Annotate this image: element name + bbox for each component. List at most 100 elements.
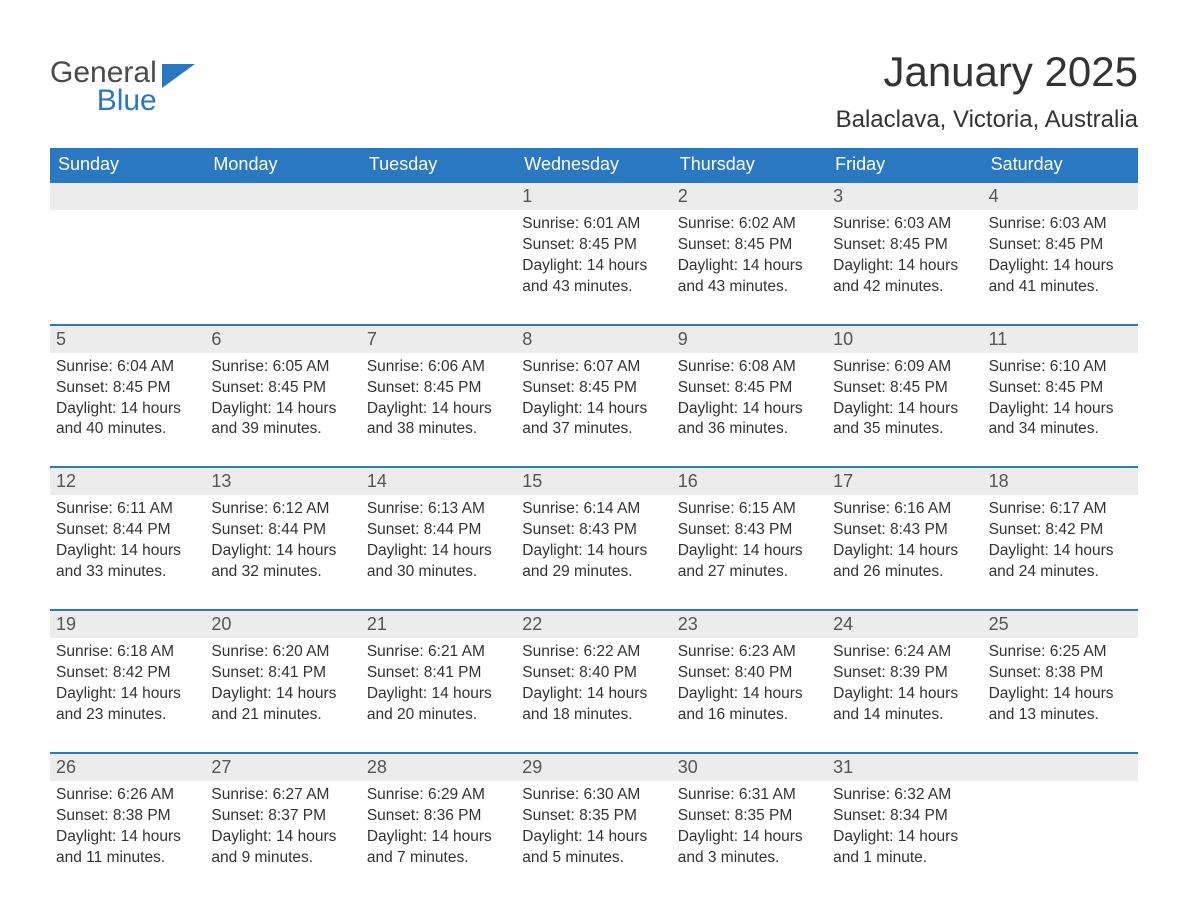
day-detail-line: and 1 minute. [833,848,976,869]
logo-text: General Blue [50,58,157,116]
day-detail-line: and 26 minutes. [833,562,976,583]
day-detail-line: and 41 minutes. [989,277,1132,298]
day-detail-line: and 33 minutes. [56,562,199,583]
day-detail-line: and 43 minutes. [678,277,821,298]
day-detail-line: and 27 minutes. [678,562,821,583]
day-detail-line: Sunset: 8:41 PM [367,663,510,684]
day-detail-line: Sunset: 8:35 PM [678,806,821,827]
day-detail-line: Sunrise: 6:14 AM [522,499,665,520]
day-detail-line: and 13 minutes. [989,705,1132,726]
day-detail-line: Sunrise: 6:04 AM [56,357,199,378]
day-detail-line: Daylight: 14 hours [989,684,1132,705]
day-detail-line: Sunset: 8:39 PM [833,663,976,684]
day-number: 21 [361,611,516,638]
day-cell: Sunrise: 6:27 AMSunset: 8:37 PMDaylight:… [205,781,360,895]
day-detail-line: Sunset: 8:41 PM [211,663,354,684]
day-detail-line: and 37 minutes. [522,419,665,440]
day-number: 18 [983,468,1138,495]
day-detail-line: Sunset: 8:38 PM [989,663,1132,684]
day-cell: Sunrise: 6:25 AMSunset: 8:38 PMDaylight:… [983,638,1138,752]
day-number [50,183,205,210]
day-detail-line: Sunrise: 6:27 AM [211,785,354,806]
day-number: 1 [516,183,671,210]
day-cell: Sunrise: 6:02 AMSunset: 8:45 PMDaylight:… [672,210,827,324]
day-detail-line: and 23 minutes. [56,705,199,726]
day-number: 28 [361,754,516,781]
day-detail-line: Sunrise: 6:16 AM [833,499,976,520]
day-number: 5 [50,326,205,353]
day-detail-line: Daylight: 14 hours [211,684,354,705]
day-detail-line: Sunset: 8:42 PM [989,520,1132,541]
day-detail-line: Daylight: 14 hours [522,827,665,848]
weekday-header: Monday [205,148,360,181]
week-row: 262728293031Sunrise: 6:26 AMSunset: 8:38… [50,752,1138,895]
day-number-row: 1234 [50,183,1138,210]
weekday-header: Wednesday [516,148,671,181]
day-detail-line: Daylight: 14 hours [833,256,976,277]
calendar-grid: Sunday Monday Tuesday Wednesday Thursday… [50,148,1138,894]
day-detail-line: and 16 minutes. [678,705,821,726]
day-detail-line: Sunset: 8:45 PM [522,235,665,256]
day-number: 20 [205,611,360,638]
day-cell: Sunrise: 6:05 AMSunset: 8:45 PMDaylight:… [205,353,360,467]
day-detail-line: Sunset: 8:43 PM [522,520,665,541]
day-cell: Sunrise: 6:12 AMSunset: 8:44 PMDaylight:… [205,495,360,609]
day-detail-line: Sunrise: 6:32 AM [833,785,976,806]
day-detail-line: Sunset: 8:37 PM [211,806,354,827]
calendar-page: General Blue January 2025 Balaclava, Vic… [0,0,1188,918]
day-detail-line: Sunrise: 6:26 AM [56,785,199,806]
day-detail-line: and 32 minutes. [211,562,354,583]
day-cell: Sunrise: 6:06 AMSunset: 8:45 PMDaylight:… [361,353,516,467]
day-number: 8 [516,326,671,353]
flag-icon [161,62,197,95]
day-detail-line: Daylight: 14 hours [211,541,354,562]
day-number: 22 [516,611,671,638]
day-number: 29 [516,754,671,781]
day-detail-line: Daylight: 14 hours [678,399,821,420]
day-number: 13 [205,468,360,495]
day-content-row: Sunrise: 6:11 AMSunset: 8:44 PMDaylight:… [50,495,1138,609]
day-cell: Sunrise: 6:15 AMSunset: 8:43 PMDaylight:… [672,495,827,609]
day-cell: Sunrise: 6:30 AMSunset: 8:35 PMDaylight:… [516,781,671,895]
day-detail-line: Sunrise: 6:03 AM [989,214,1132,235]
day-detail-line: Sunrise: 6:17 AM [989,499,1132,520]
day-detail-line: Sunset: 8:45 PM [833,378,976,399]
day-cell: Sunrise: 6:01 AMSunset: 8:45 PMDaylight:… [516,210,671,324]
day-detail-line: Sunset: 8:44 PM [367,520,510,541]
day-number: 4 [983,183,1138,210]
day-number-row: 19202122232425 [50,611,1138,638]
day-detail-line: Sunset: 8:38 PM [56,806,199,827]
weekday-header-row: Sunday Monday Tuesday Wednesday Thursday… [50,148,1138,181]
day-detail-line: Sunrise: 6:25 AM [989,642,1132,663]
title-block: January 2025 Balaclava, Victoria, Austra… [836,48,1138,134]
day-cell: Sunrise: 6:22 AMSunset: 8:40 PMDaylight:… [516,638,671,752]
day-detail-line: Sunset: 8:45 PM [678,378,821,399]
day-detail-line: Daylight: 14 hours [833,827,976,848]
day-detail-line: Sunset: 8:40 PM [678,663,821,684]
day-detail-line: and 21 minutes. [211,705,354,726]
day-detail-line: Daylight: 14 hours [367,541,510,562]
weekday-header: Thursday [672,148,827,181]
day-detail-line: Sunrise: 6:05 AM [211,357,354,378]
day-detail-line: Sunset: 8:34 PM [833,806,976,827]
day-detail-line: and 18 minutes. [522,705,665,726]
day-detail-line: and 5 minutes. [522,848,665,869]
day-number [361,183,516,210]
day-detail-line: and 29 minutes. [522,562,665,583]
day-detail-line: Daylight: 14 hours [367,684,510,705]
day-detail-line: Daylight: 14 hours [56,399,199,420]
day-cell: Sunrise: 6:04 AMSunset: 8:45 PMDaylight:… [50,353,205,467]
day-number: 24 [827,611,982,638]
day-detail-line: and 40 minutes. [56,419,199,440]
page-header: General Blue January 2025 Balaclava, Vic… [50,48,1138,134]
day-detail-line: Daylight: 14 hours [678,256,821,277]
day-cell: Sunrise: 6:08 AMSunset: 8:45 PMDaylight:… [672,353,827,467]
day-detail-line: Sunset: 8:44 PM [211,520,354,541]
day-detail-line: Sunrise: 6:30 AM [522,785,665,806]
day-cell: Sunrise: 6:24 AMSunset: 8:39 PMDaylight:… [827,638,982,752]
day-detail-line: Daylight: 14 hours [678,827,821,848]
day-cell: Sunrise: 6:10 AMSunset: 8:45 PMDaylight:… [983,353,1138,467]
day-detail-line: Daylight: 14 hours [211,399,354,420]
day-detail-line: Daylight: 14 hours [56,541,199,562]
week-row: 12131415161718Sunrise: 6:11 AMSunset: 8:… [50,466,1138,609]
